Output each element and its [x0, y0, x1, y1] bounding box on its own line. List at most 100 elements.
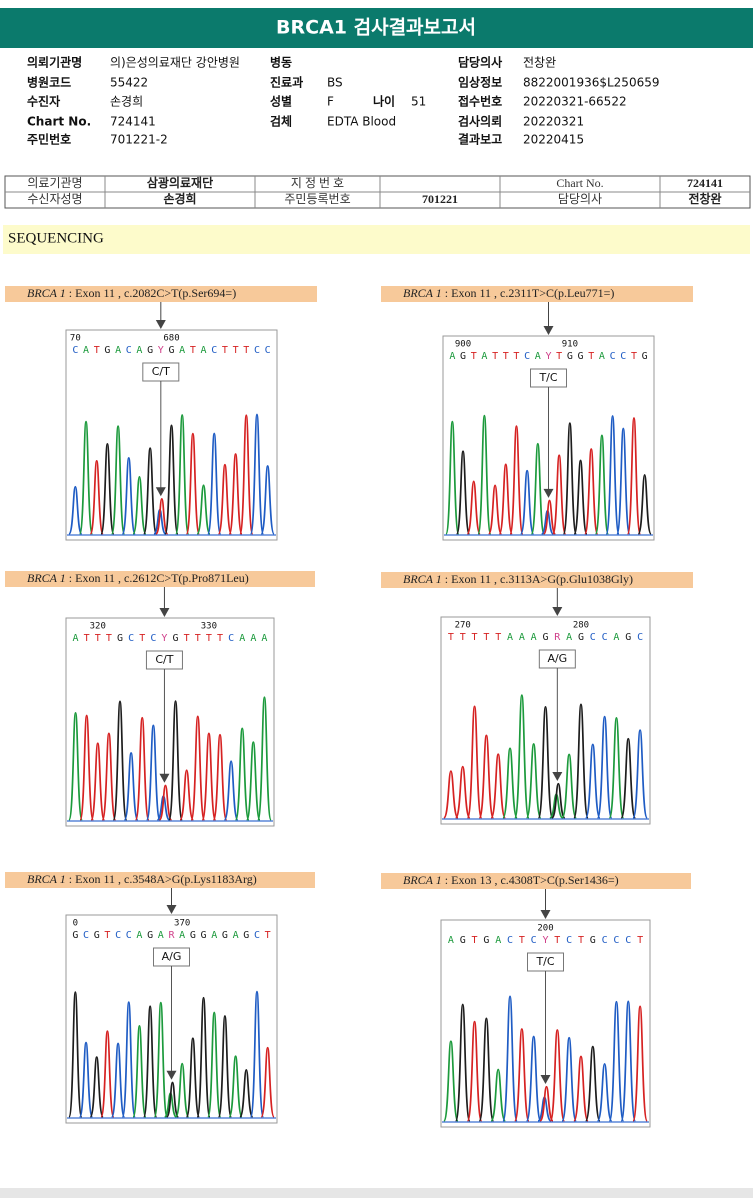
base-letter: C [620, 351, 626, 362]
base-letter: G [567, 351, 573, 362]
base-letter: Y [545, 351, 551, 362]
base-letter: G [460, 935, 466, 946]
trace-peak [112, 700, 128, 821]
trace-peak [185, 1037, 201, 1118]
base-letter: G [94, 930, 100, 941]
trace-peak [626, 417, 642, 535]
ruler-number: 370 [174, 919, 190, 929]
trace-peak [89, 459, 104, 535]
base-letter: T [631, 351, 637, 362]
base-letter: T [578, 935, 584, 946]
variant-text: : Exon 11 , c.3113A>G(p.Glu1038Gly) [442, 572, 633, 586]
variant-label-bg [381, 286, 693, 302]
base-letter: G [173, 633, 179, 644]
trace-peak [110, 1042, 126, 1118]
info-label: 병동 [270, 55, 292, 70]
base-letter: T [513, 351, 519, 362]
base-letter: T [503, 351, 509, 362]
base-letter: T [217, 633, 223, 644]
trace-peak [201, 732, 217, 821]
base-letter: Y [542, 935, 548, 946]
info-label: 성별 [270, 94, 292, 109]
call-text: A/G [547, 652, 567, 665]
base-letter: A [239, 633, 245, 644]
pointer-head [166, 905, 177, 914]
info-label: 수진자 [27, 94, 60, 109]
trace-peak [132, 1024, 147, 1118]
base-letter: T [495, 632, 501, 643]
trace-peak [550, 782, 566, 819]
variant-label: BRCA 1 : Exon 13 , c.4308T>C(p.Ser1436=) [403, 873, 619, 887]
trace-peak [605, 415, 620, 535]
base-letter: A [201, 345, 207, 356]
info-label: 검사의뢰 [458, 114, 502, 129]
base-letter: G [483, 935, 489, 946]
table-cell: Chart No. [556, 176, 603, 190]
trace-peak [132, 475, 147, 535]
trace-peak [596, 1062, 613, 1122]
variant-text: : Exon 11 , c.2082C>T(p.Ser694=) [66, 286, 236, 300]
section-title: SEQUENCING [8, 230, 104, 246]
trace-peak [561, 1036, 578, 1122]
info-value: 724141 [110, 115, 156, 129]
trace-peak [249, 990, 265, 1118]
base-letter: A [136, 345, 142, 356]
base-letter: T [483, 632, 489, 643]
base-letter: C [228, 633, 234, 644]
trace-peak [478, 1017, 495, 1122]
info-value: 전창완 [523, 56, 556, 70]
variant-label: BRCA 1 : Exon 11 , c.3548A>G(p.Lys1183Ar… [27, 872, 257, 886]
base-letter: G [117, 633, 123, 644]
trace-peak [519, 469, 535, 535]
base-letter: G [147, 930, 153, 941]
trace-peak [637, 473, 652, 535]
base-letter: A [613, 632, 619, 643]
info-label: 나이 [373, 94, 395, 109]
trace-peak [573, 459, 588, 535]
info-label: 의뢰기관명 [27, 55, 82, 70]
trace-peak [196, 996, 211, 1118]
trace-peak [68, 991, 83, 1118]
ruler-number: 270 [455, 621, 471, 631]
info-value: 20220321-66522 [523, 95, 627, 109]
base-letter: T [492, 351, 498, 362]
base-letter: C [211, 345, 217, 356]
base-letter: T [519, 935, 525, 946]
base-letter: G [542, 632, 548, 643]
trace-peak [134, 716, 150, 821]
variant-text: : Exon 11 , c.2612C>T(p.Pro871Leu) [66, 571, 249, 585]
table-cell: 전창완 [688, 191, 721, 206]
trace-peak [573, 1055, 589, 1122]
table-cell: 724141 [687, 176, 723, 190]
trace-peak [513, 1028, 530, 1122]
trace-peak [573, 703, 589, 819]
base-letter: C [602, 935, 608, 946]
table-cell: 지 정 번 호 [291, 176, 344, 190]
base-letter: C [265, 345, 271, 356]
base-letter: A [531, 632, 537, 643]
base-letter: C [524, 351, 530, 362]
base-letter: T [448, 632, 454, 643]
trace-peak [584, 743, 601, 819]
variant-label-bg [5, 872, 315, 888]
chromatogram-frame [440, 616, 651, 825]
call-text: C/T [152, 365, 170, 378]
table-cell: 주민등록번호 [284, 192, 350, 206]
base-letter: T [106, 633, 112, 644]
trace-peak [174, 414, 190, 535]
base-letter: T [637, 935, 643, 946]
info-value: BS [327, 76, 343, 90]
trace-peak [79, 714, 95, 821]
chromatogram-panel: BRCA 1 : Exon 11 , c.3113A>G(p.Glu1038Gl… [381, 572, 693, 825]
base-letter: T [243, 345, 249, 356]
ruler-number: 200 [537, 924, 553, 934]
ruler-number: 900 [455, 340, 471, 350]
base-letter: T [195, 633, 201, 644]
pointer-head [552, 772, 563, 782]
base-letter: A [136, 930, 142, 941]
trace-peak [608, 717, 625, 819]
trace-peak [121, 1001, 137, 1118]
ruler-number: 680 [163, 334, 179, 344]
